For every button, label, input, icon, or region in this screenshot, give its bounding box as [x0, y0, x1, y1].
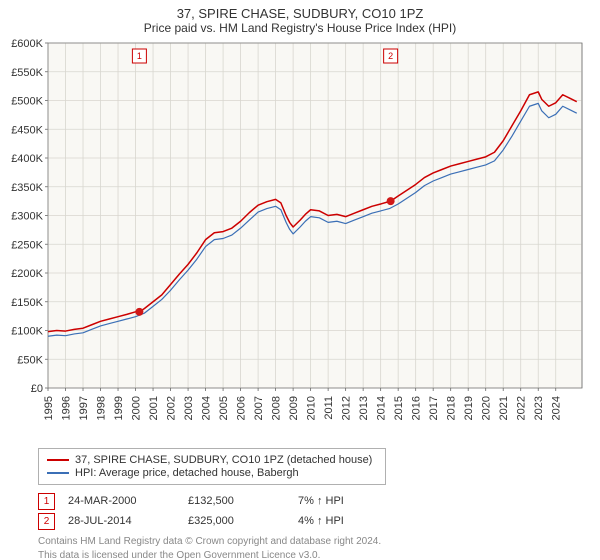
svg-text:£500K: £500K [11, 96, 43, 108]
svg-text:£350K: £350K [11, 182, 43, 194]
svg-text:2019: 2019 [463, 396, 475, 420]
sale-marker-icon: 2 [38, 513, 55, 530]
svg-text:£150K: £150K [11, 297, 43, 309]
svg-text:£250K: £250K [11, 239, 43, 251]
legend-swatch [47, 459, 69, 461]
svg-text:2015: 2015 [393, 396, 405, 420]
table-row: 1 24-MAR-2000 £132,500 7% ↑ HPI [38, 491, 574, 511]
svg-text:£450K: £450K [11, 124, 43, 136]
table-row: 2 28-JUL-2014 £325,000 4% ↑ HPI [38, 511, 574, 531]
transaction-vs-hpi: 7% ↑ HPI [298, 495, 398, 507]
svg-text:£600K: £600K [11, 39, 43, 50]
svg-text:2004: 2004 [200, 396, 212, 420]
svg-text:2024: 2024 [551, 396, 563, 420]
chart-subtitle: Price paid vs. HM Land Registry's House … [0, 21, 600, 39]
price-chart: £0 £50K £100K £150K £200K £250K £300K £350K £400… [0, 39, 600, 442]
sale-marker-icon: 1 [38, 493, 55, 510]
chart-title: 37, SPIRE CHASE, SUDBURY, CO10 1PZ [0, 0, 600, 21]
svg-text:2014: 2014 [376, 396, 388, 420]
transaction-date: 28-JUL-2014 [68, 515, 188, 527]
svg-text:1: 1 [137, 51, 142, 61]
svg-text:2006: 2006 [235, 396, 247, 420]
svg-text:2012: 2012 [340, 396, 352, 420]
footer-attribution: Contains HM Land Registry data © Crown c… [38, 535, 574, 560]
svg-text:2020: 2020 [481, 396, 493, 420]
svg-text:2007: 2007 [253, 396, 265, 420]
footer-line: This data is licensed under the Open Gov… [38, 549, 574, 560]
svg-text:£200K: £200K [11, 268, 43, 280]
svg-text:2010: 2010 [305, 396, 317, 420]
chart-area: £0 £50K £100K £150K £200K £250K £300K £350K £400… [0, 39, 600, 442]
transaction-price: £132,500 [188, 495, 298, 507]
legend-swatch [47, 472, 69, 474]
svg-text:1995: 1995 [43, 396, 55, 420]
transaction-price: £325,000 [188, 515, 298, 527]
svg-text:£0: £0 [31, 383, 43, 395]
svg-text:£400K: £400K [11, 153, 43, 165]
svg-text:2005: 2005 [218, 396, 230, 420]
svg-text:2001: 2001 [148, 396, 160, 420]
svg-text:2011: 2011 [323, 396, 335, 420]
svg-text:2: 2 [388, 51, 393, 61]
legend-label: HPI: Average price, detached house, Babe… [75, 467, 299, 479]
svg-text:1998: 1998 [95, 396, 107, 420]
svg-text:2016: 2016 [411, 396, 423, 420]
svg-text:£550K: £550K [11, 67, 43, 79]
transaction-vs-hpi: 4% ↑ HPI [298, 515, 398, 527]
transaction-date: 24-MAR-2000 [68, 495, 188, 507]
svg-text:£100K: £100K [11, 326, 43, 338]
svg-text:2009: 2009 [288, 396, 300, 420]
legend-label: 37, SPIRE CHASE, SUDBURY, CO10 1PZ (deta… [75, 454, 372, 466]
svg-text:2000: 2000 [130, 396, 142, 420]
svg-text:£50K: £50K [17, 354, 43, 366]
svg-text:2021: 2021 [498, 396, 510, 420]
legend: 37, SPIRE CHASE, SUDBURY, CO10 1PZ (deta… [38, 448, 386, 485]
transactions-table: 1 24-MAR-2000 £132,500 7% ↑ HPI 2 28-JUL… [38, 491, 574, 531]
svg-text:2018: 2018 [446, 396, 458, 420]
svg-text:2023: 2023 [533, 396, 545, 420]
legend-item: HPI: Average price, detached house, Babe… [47, 467, 377, 479]
svg-text:2002: 2002 [165, 396, 177, 420]
legend-item: 37, SPIRE CHASE, SUDBURY, CO10 1PZ (deta… [47, 454, 377, 466]
svg-text:1997: 1997 [78, 396, 90, 420]
svg-text:2013: 2013 [358, 396, 370, 420]
svg-text:£300K: £300K [11, 211, 43, 223]
svg-text:2008: 2008 [270, 396, 282, 420]
svg-text:1996: 1996 [60, 396, 72, 420]
footer-line: Contains HM Land Registry data © Crown c… [38, 535, 574, 549]
svg-text:2003: 2003 [183, 396, 195, 420]
svg-text:2017: 2017 [428, 396, 440, 420]
svg-text:1999: 1999 [113, 396, 125, 420]
svg-text:2022: 2022 [516, 396, 528, 420]
